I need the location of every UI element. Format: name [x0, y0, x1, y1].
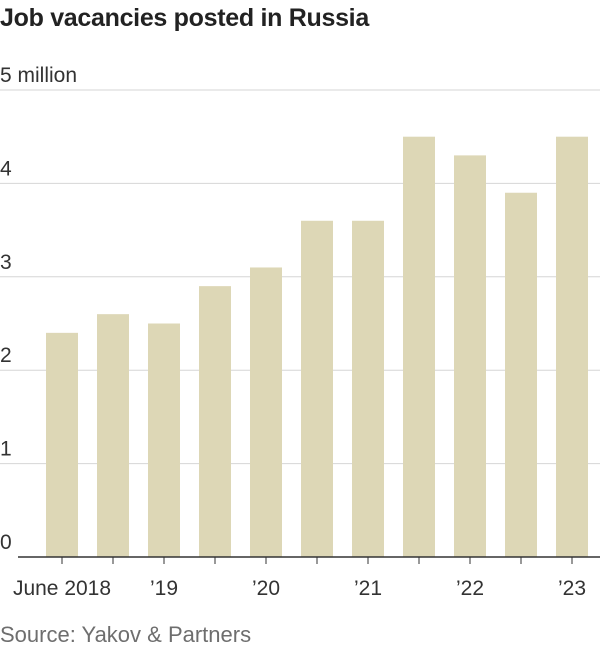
x-tick-label: ’19: [150, 577, 178, 600]
y-tick-label: 3: [0, 251, 12, 274]
x-tick-label: ’20: [252, 577, 280, 600]
source-note: Source: Yakov & Partners: [0, 622, 252, 647]
bar-jun-2018: [46, 332, 78, 557]
bar-dec-2019: [199, 286, 231, 557]
bar-dec-2021: [403, 136, 435, 557]
bar-dec-2020: [301, 220, 333, 557]
bar-jun-2019: [148, 323, 180, 557]
y-tick-label: 5 million: [0, 64, 77, 87]
x-tick-label: ’23: [558, 577, 586, 600]
y-tick-label: 2: [0, 344, 12, 367]
bar-jun-2020: [250, 267, 282, 557]
chart-title: Job vacancies posted in Russia: [0, 4, 369, 32]
x-tick-label: ’21: [354, 577, 382, 600]
y-tick-label: 0: [0, 531, 12, 554]
x-tick-labels: June 2018 ’19 ’20 ’21 ’22 ’23: [13, 577, 586, 600]
y-tick-label: 4: [0, 157, 12, 180]
bar-dec-2022: [505, 192, 537, 558]
x-axis: [18, 556, 600, 564]
bar-jun-2021: [352, 220, 384, 557]
bar-jun-2022: [454, 155, 486, 557]
x-tick-label: June 2018: [13, 577, 111, 600]
bar-jun-2023: [556, 136, 588, 557]
x-tick-label: ’22: [456, 577, 484, 600]
bar-dec-2018: [97, 314, 129, 557]
y-tick-labels: 0 1 2 3 4 5 million: [0, 64, 77, 554]
y-tick-label: 1: [0, 438, 12, 461]
bars: [46, 136, 588, 558]
